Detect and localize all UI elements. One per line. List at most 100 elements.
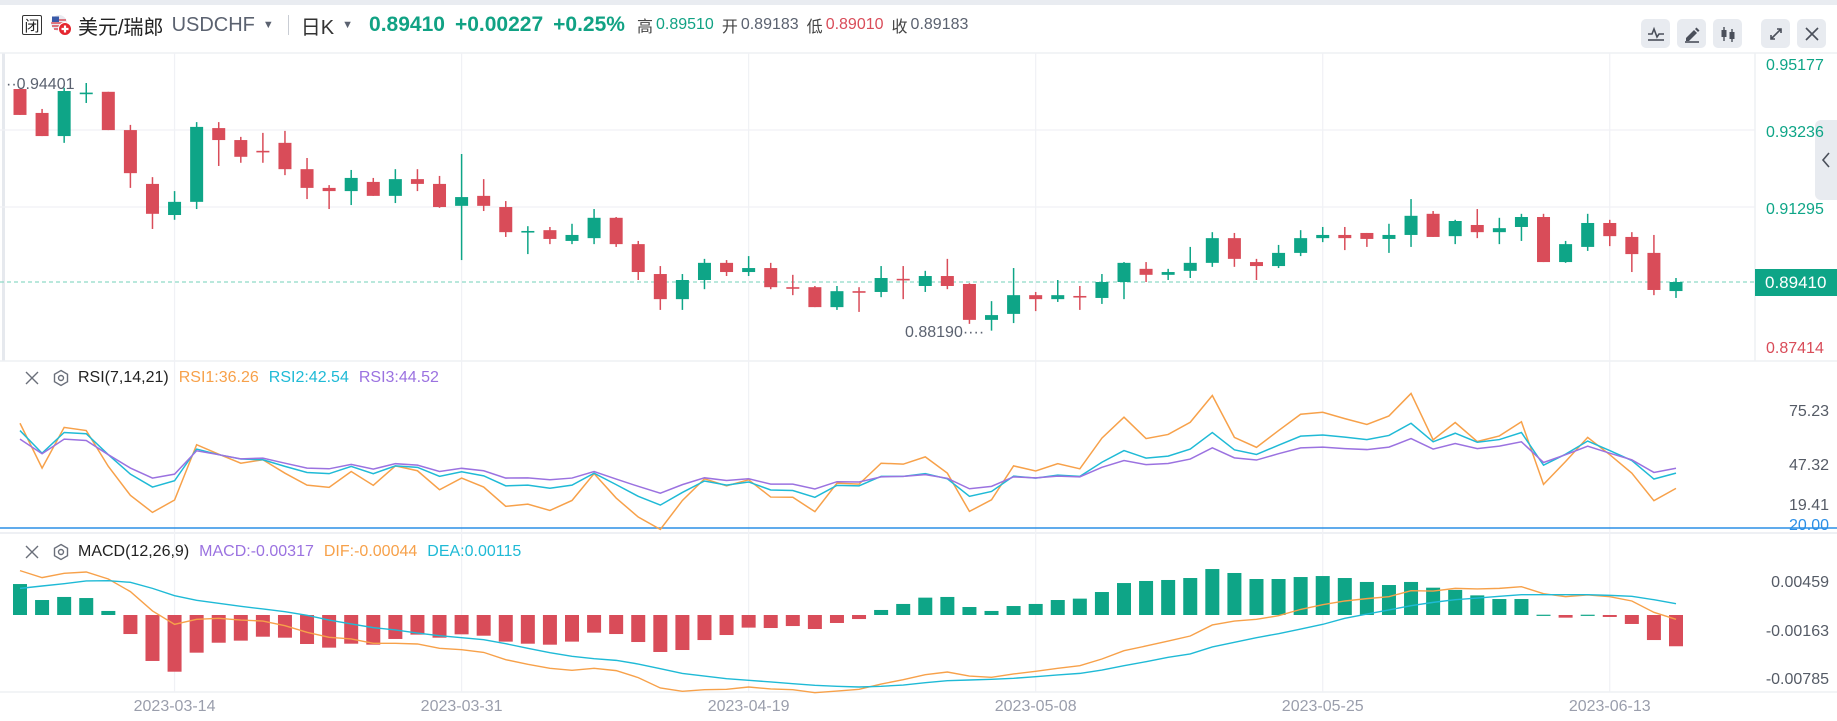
candle	[940, 258, 954, 290]
rsi2-legend: RSI2:42.54	[268, 369, 349, 386]
candle-body	[366, 181, 380, 196]
remove-indicator-icon[interactable]	[24, 544, 40, 560]
high-value: 0.89510	[655, 16, 714, 33]
macd-bar	[454, 615, 469, 635]
macd-bar	[1381, 585, 1396, 615]
fullscreen-icon	[1769, 27, 1782, 40]
candle	[962, 283, 976, 324]
candle-body	[786, 287, 800, 289]
candle	[587, 209, 601, 245]
candle	[521, 226, 535, 255]
indicator-settings-icon[interactable]	[52, 543, 70, 561]
indicator-button[interactable]	[1641, 19, 1670, 48]
macd-bar	[1492, 599, 1507, 615]
candle	[830, 285, 844, 310]
macd-bar	[1293, 577, 1308, 615]
candle-body	[918, 276, 932, 286]
macd-bar	[1558, 615, 1573, 618]
macd-bar	[807, 615, 822, 630]
macd-bar	[1139, 580, 1154, 615]
macd-bar	[741, 615, 756, 628]
symbol-selector[interactable]: USDCHF	[171, 13, 255, 36]
candle-body	[13, 89, 27, 115]
macd-bar	[719, 615, 734, 636]
collapse-panel-button[interactable]	[1815, 120, 1837, 200]
candle-body	[1470, 224, 1484, 233]
candle	[808, 285, 822, 308]
candle-body	[1647, 252, 1661, 290]
macd-bar	[35, 600, 50, 615]
candle	[410, 169, 424, 192]
rsi-level-label: 20.00	[1788, 517, 1829, 534]
candle	[631, 240, 645, 281]
price-axis-label: 0.95177	[1766, 57, 1824, 74]
candle-body	[79, 92, 93, 95]
candle-body	[477, 195, 491, 206]
candle-body	[985, 315, 999, 320]
candle-body	[499, 207, 513, 233]
candle	[1603, 219, 1617, 247]
candle	[300, 157, 314, 200]
candle-style-button[interactable]	[1713, 19, 1742, 48]
market-closed-badge: 闭	[22, 15, 42, 35]
candle-body	[697, 262, 711, 281]
x-axis-tick-label: 2023-03-31	[420, 698, 503, 715]
x-axis-tick-label: 2023-05-08	[994, 698, 1077, 715]
candle	[918, 270, 932, 292]
remove-indicator-icon[interactable]	[24, 370, 40, 386]
candle-body	[543, 230, 557, 239]
macd-bar	[233, 615, 248, 641]
period-selector[interactable]: 日K	[300, 16, 335, 39]
macd-bar	[167, 615, 182, 672]
macd-axis-label: -0.00785	[1765, 671, 1829, 688]
symbol-caret-icon[interactable]: ▼	[262, 19, 274, 31]
rsi3-line	[19, 437, 1677, 494]
candle-body	[1073, 295, 1087, 298]
candle-body	[300, 169, 314, 188]
period-caret-icon[interactable]: ▼	[342, 19, 354, 31]
indicator-settings-icon[interactable]	[52, 369, 70, 387]
macd-bar	[322, 615, 337, 648]
macd-bar	[874, 609, 889, 615]
candle	[388, 169, 402, 204]
candle	[1426, 211, 1440, 237]
macd-bar	[1514, 599, 1529, 615]
x-axis-tick-label: 2023-05-25	[1281, 698, 1364, 715]
candle	[455, 154, 469, 261]
price-axis-label: 0.91295	[1766, 201, 1824, 218]
macd-legend: MACD:-0.00317	[199, 543, 314, 560]
candle	[1669, 278, 1683, 298]
fullscreen-button[interactable]	[1761, 19, 1790, 48]
candle-body	[35, 112, 49, 137]
candle-body	[256, 150, 270, 153]
candle-body	[455, 197, 469, 206]
candle	[852, 287, 866, 312]
candle-body	[1537, 217, 1551, 263]
draw-pencil-icon	[1684, 27, 1699, 43]
candle-body	[1183, 262, 1197, 271]
candle-body	[1581, 222, 1595, 247]
candle	[322, 185, 336, 210]
macd-bar	[410, 615, 425, 635]
draw-button[interactable]	[1677, 19, 1706, 48]
macd-bar	[1028, 603, 1043, 615]
candle	[1007, 268, 1021, 324]
symbol-header: 闭 美元/瑞郎 USDCHF ▼ 日K ▼ 0.89410 +0.00227 +…	[22, 10, 976, 40]
candle	[1316, 226, 1330, 243]
candle-body	[1360, 232, 1374, 239]
dea-legend: DEA:0.00115	[427, 543, 522, 560]
candle	[1338, 226, 1352, 251]
macd-bar	[1669, 615, 1683, 647]
price-axis-label: 0.93236	[1766, 124, 1824, 141]
close-button[interactable]	[1797, 19, 1826, 48]
candle-body	[1029, 295, 1043, 300]
rsi-header: RSI(7,14,21) RSI1:36.26 RSI2:42.54 RSI3:…	[24, 368, 449, 388]
open-value: 0.89183	[740, 16, 799, 33]
candle-body	[1227, 238, 1241, 259]
max-price-annotation: ··0.94401	[6, 76, 75, 93]
candle-style-icon	[1721, 26, 1734, 42]
macd-bar	[1404, 581, 1419, 615]
candle	[168, 191, 182, 220]
candle-body	[1338, 234, 1352, 239]
